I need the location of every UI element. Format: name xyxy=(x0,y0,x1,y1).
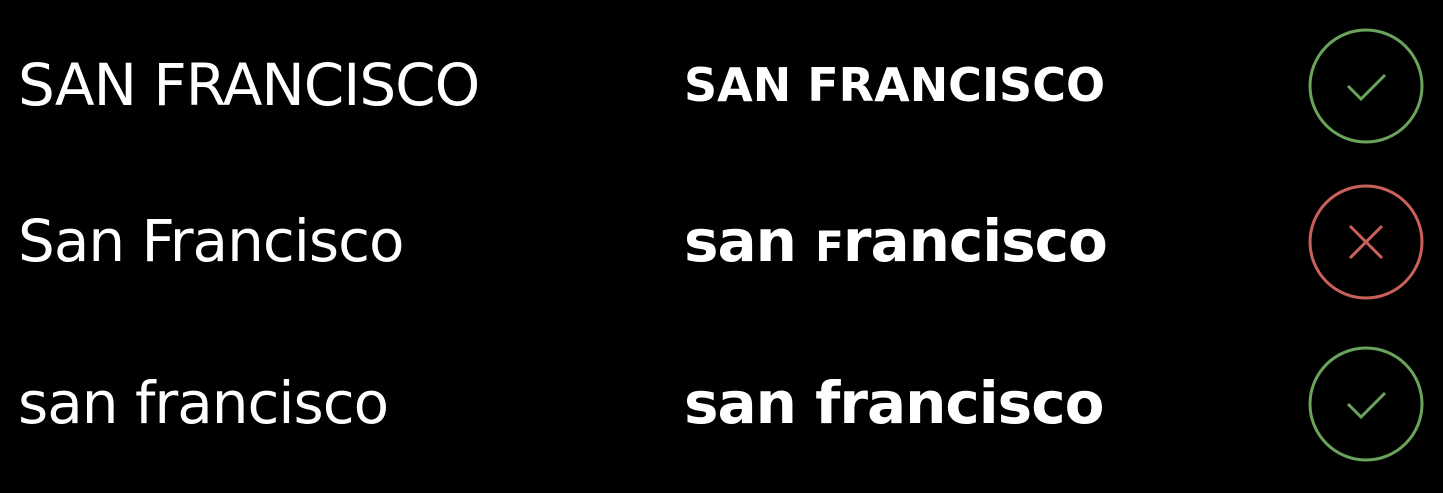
rendered-text: san francisco xyxy=(684,369,1104,437)
reference-text: san francisco xyxy=(18,369,389,437)
rendered-text-small-cap: F xyxy=(815,222,844,271)
rendered-text-prefix: san xyxy=(684,207,816,275)
check-icon xyxy=(1308,346,1424,462)
rendered-text: SAN FRANCISCO xyxy=(684,58,1106,112)
cross-icon xyxy=(1308,184,1424,300)
check-icon xyxy=(1308,28,1424,144)
comparison-row-lowercase: san francisco san francisco xyxy=(0,328,1443,478)
rendered-text: san Francisco xyxy=(684,166,1108,316)
reference-text: SAN FRANCISCO xyxy=(18,51,480,119)
rendered-text-suffix: rancisco xyxy=(842,207,1108,275)
comparison-row-uppercase: SAN FRANCISCO SAN FRANCISCO xyxy=(0,10,1443,160)
comparison-row-titlecase: San Francisco san Francisco xyxy=(0,166,1443,316)
reference-text: San Francisco xyxy=(18,207,404,275)
